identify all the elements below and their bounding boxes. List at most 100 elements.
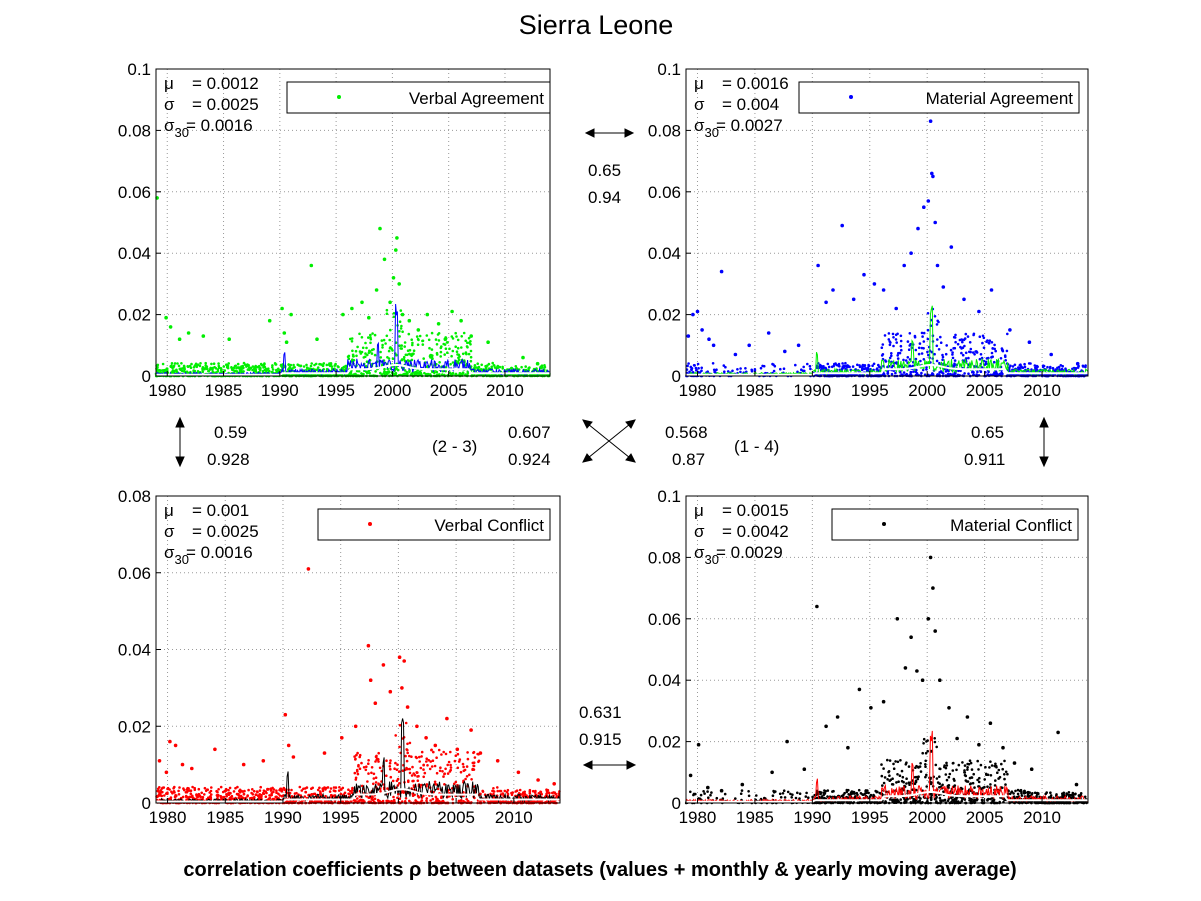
- scatter-point: [989, 783, 992, 786]
- scatter-point: [302, 365, 306, 368]
- scatter-point: [228, 786, 232, 790]
- scatter-point: [935, 359, 939, 363]
- scatter-point: [1058, 368, 1061, 371]
- scatter-point: [305, 363, 308, 367]
- scatter-point: [258, 789, 262, 792]
- scatter-point: [866, 369, 869, 372]
- data-point: [851, 297, 856, 302]
- scatter-point: [700, 366, 703, 370]
- scatter-point: [499, 789, 503, 793]
- scatter-point: [531, 789, 535, 793]
- scatter-point: [439, 350, 443, 354]
- scatter-point: [986, 785, 989, 788]
- scatter-point: [349, 337, 352, 341]
- scatter-point: [981, 341, 984, 345]
- scatter-point: [439, 766, 442, 769]
- scatter-point: [404, 797, 408, 800]
- scatter-point: [886, 370, 890, 374]
- scatter-point: [173, 362, 177, 365]
- scatter-point: [400, 324, 403, 328]
- scatter-point: [338, 786, 341, 789]
- scatter-point: [473, 366, 476, 369]
- scatter-point: [791, 793, 794, 796]
- scatter-point: [186, 796, 189, 799]
- scatter-point: [710, 791, 713, 794]
- scatter-point: [441, 369, 445, 373]
- scatter-point: [437, 748, 441, 752]
- scatter-point: [434, 795, 438, 799]
- scatter-points-tl: [155, 196, 540, 366]
- scatter-point: [459, 770, 463, 774]
- scatter-point: [706, 790, 709, 793]
- scatter-point: [339, 792, 343, 796]
- data-point: [388, 300, 392, 305]
- scatter-point: [888, 759, 892, 762]
- scatter-point: [941, 355, 945, 359]
- data-point: [469, 728, 473, 732]
- scatter-point: [820, 364, 823, 368]
- scatter-point: [433, 371, 436, 375]
- scatter-point: [889, 341, 892, 344]
- scatter-point: [740, 789, 744, 792]
- scatter-point: [300, 789, 304, 792]
- scatter-point: [225, 795, 228, 798]
- scatter-point: [425, 799, 428, 802]
- scatter-point: [398, 723, 402, 727]
- scatter-point: [979, 353, 983, 356]
- scatter-point: [367, 762, 370, 765]
- scatter-point: [450, 335, 454, 338]
- scatter-point: [1003, 759, 1006, 763]
- scatter-point: [163, 369, 167, 372]
- scatter-point: [822, 365, 825, 368]
- data-point: [261, 759, 266, 763]
- scatter-point: [367, 351, 371, 355]
- data-point: [916, 226, 920, 231]
- scatter-point: [191, 785, 194, 789]
- scatter-point: [443, 343, 447, 346]
- scatter-point: [1014, 789, 1017, 793]
- scatter-point: [355, 369, 359, 373]
- scatter-point: [933, 740, 937, 744]
- data-point: [164, 770, 169, 775]
- scatter-point: [920, 352, 924, 355]
- scatter-point: [334, 786, 338, 789]
- scatter-point: [446, 763, 450, 767]
- scatter-point: [976, 370, 979, 374]
- scatter-point: [946, 372, 950, 376]
- scatter-point: [1018, 789, 1022, 793]
- scatter-point: [724, 365, 727, 369]
- scatter-point: [891, 332, 895, 336]
- scatter-point: [696, 362, 700, 366]
- scatter-point: [1046, 365, 1049, 369]
- scatter-point: [476, 362, 480, 366]
- scatter-point: [926, 350, 929, 354]
- scatter-point: [994, 370, 998, 374]
- panels: 1980 1985 1990 1995 2000 2005 201000.020.040.0…: [118, 60, 1089, 827]
- scatter-point: [193, 786, 196, 790]
- scatter-point: [208, 796, 212, 799]
- scatter-point: [921, 368, 925, 372]
- scatter-point: [227, 788, 230, 792]
- scatter-point: [372, 777, 376, 780]
- data-point: [400, 312, 405, 317]
- scatter-point: [371, 332, 374, 335]
- scatter-point: [430, 331, 434, 335]
- scatter-point: [992, 360, 996, 364]
- scatter-point: [967, 356, 970, 360]
- scatter-point: [915, 368, 918, 372]
- monthly-average-line-tl: [155, 303, 550, 377]
- x-tick-label: 1995: [851, 381, 889, 400]
- scatter-point: [444, 752, 448, 756]
- scatter-point: [418, 373, 422, 377]
- scatter-point: [1005, 349, 1009, 353]
- scatter-point: [484, 367, 488, 370]
- scatter-point: [364, 341, 367, 345]
- scatter-point: [445, 341, 449, 344]
- scatter-point: [264, 795, 268, 798]
- scatter-point: [321, 787, 325, 790]
- scatter-point: [321, 364, 325, 367]
- scatter-point: [406, 349, 410, 353]
- scatter-point: [515, 789, 519, 792]
- scatter-point: [528, 792, 532, 795]
- scatter-point: [841, 362, 844, 365]
